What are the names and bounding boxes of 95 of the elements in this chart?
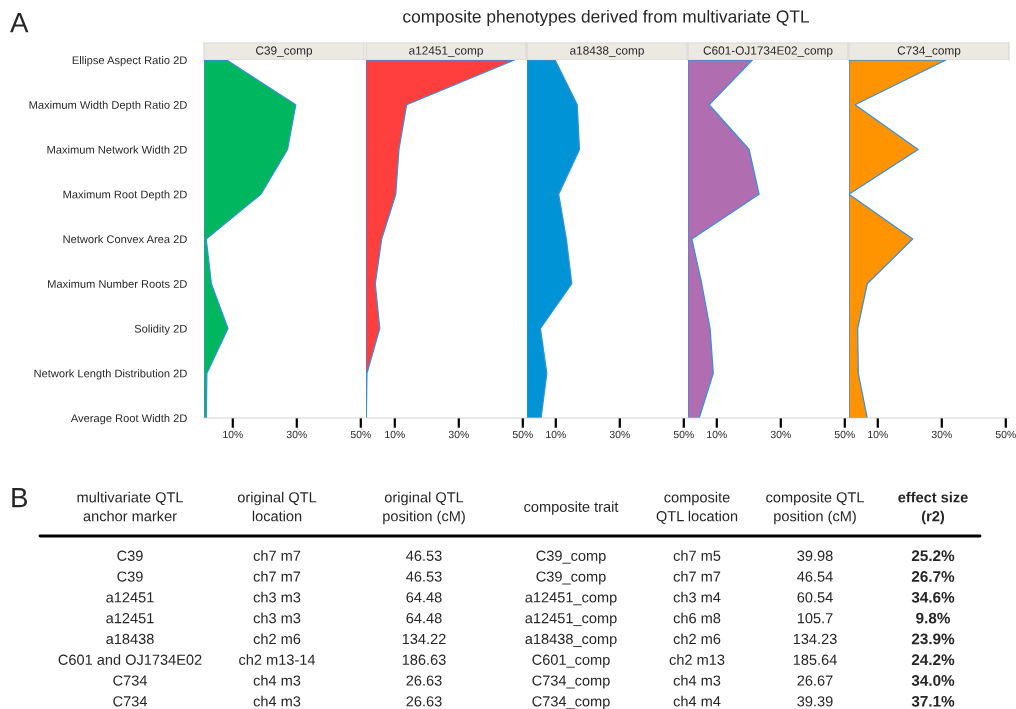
text: ch7 m7	[253, 571, 301, 582]
text: C734_comp	[532, 696, 610, 709]
y-tick-label: Maximum Number Roots 2D	[48, 279, 187, 288]
chart-title: C601-OJ1734E02_comp	[703, 46, 833, 57]
text: C734	[113, 675, 148, 686]
text: C601 and OJ1734E02	[58, 654, 202, 665]
x-tick-label: 10%	[223, 430, 243, 439]
text: 134.23	[793, 633, 837, 645]
text: 105.7	[797, 612, 833, 624]
text: 134.22	[402, 633, 446, 645]
text: ch7 m7	[673, 571, 721, 582]
x-tick-label: 30%	[609, 430, 630, 439]
text: B	[12, 488, 28, 508]
text: ch4 m3	[253, 675, 301, 686]
text: a12451_comp	[525, 612, 617, 627]
text: 185.64	[793, 654, 837, 665]
x-tick-label: 10%	[385, 430, 405, 439]
text: ch4 m3	[673, 675, 721, 686]
text: ch4 m3	[253, 695, 301, 707]
x-tick-label: 10%	[868, 430, 888, 439]
y-tick-label: Maximum Root Depth 2D	[63, 190, 187, 201]
chart-title: C734_comp	[897, 46, 961, 57]
x-tick-label: 30%	[931, 430, 952, 439]
text: 9.8%	[916, 612, 951, 624]
text: 25.2%	[911, 550, 955, 562]
text: 39.39	[797, 696, 833, 707]
y-tick-label: Maximum Network Width 2D	[47, 145, 187, 154]
category-label: composite trait	[524, 501, 619, 515]
chart-title: a18438_comp	[570, 46, 644, 57]
x-tick-label: 50%	[834, 430, 855, 439]
text: C734	[113, 696, 148, 707]
text: a12451	[106, 592, 154, 603]
x-tick-label: 30%	[770, 430, 791, 439]
text: 34.6%	[911, 591, 955, 603]
text: a12451_comp	[525, 592, 617, 606]
text: C601_comp	[532, 654, 610, 668]
text: ch3 m3	[253, 612, 301, 624]
category-label: original QTL location	[237, 491, 317, 522]
text: a12451	[106, 612, 154, 624]
text: 186.63	[402, 654, 446, 665]
text: ch6 m8	[673, 612, 721, 624]
category-label: composite QTL position (cM)	[766, 491, 864, 525]
text: a18438_comp	[525, 633, 617, 647]
category-label: composite QTL location	[656, 491, 738, 524]
text: C39_comp	[536, 571, 606, 585]
chart-title: C39_comp	[256, 46, 313, 57]
text: C734_comp	[532, 675, 610, 689]
category-label: multivariate QTL anchor marker	[77, 491, 184, 522]
x-tick-label: 50%	[350, 430, 371, 439]
x-tick-label: 50%	[512, 430, 533, 439]
text: a18438	[106, 633, 154, 645]
text: 64.48	[406, 612, 442, 624]
text: 26.63	[406, 675, 442, 686]
text: 64.48	[406, 592, 442, 603]
text: 37.1%	[911, 695, 955, 707]
text: ch2 m13	[669, 654, 725, 665]
text: ch2 m6	[253, 633, 301, 645]
text: ch3 m4	[673, 591, 721, 603]
text: ch2 m6	[673, 633, 721, 645]
text: C39	[117, 550, 143, 561]
x-tick-label: 50%	[995, 430, 1016, 439]
x-tick-label: 10%	[707, 430, 727, 439]
text: composite phenotypes derived from multivariate QTL	[403, 9, 810, 27]
text: ch7 m5	[673, 550, 721, 561]
chart-title: a12451_comp	[409, 46, 483, 57]
text: A	[10, 13, 29, 33]
text: 46.53	[406, 571, 442, 582]
text: 46.54	[797, 571, 833, 582]
y-tick-label: Ellipse Aspect Ratio 2D	[72, 55, 187, 67]
text: 26.7%	[911, 571, 955, 582]
y-tick-label: Network Length Distribution 2D	[34, 369, 187, 380]
text: 60.54	[797, 592, 833, 603]
text: 46.53	[406, 550, 442, 561]
x-tick-label: 30%	[286, 430, 307, 439]
text: C39_comp	[536, 550, 606, 564]
text: 24.2%	[911, 654, 955, 666]
x-tick-label: 50%	[673, 430, 694, 439]
text: ch7 m7	[253, 550, 301, 561]
text: 34.0%	[911, 675, 955, 686]
y-tick-label: Solidity 2D	[134, 324, 187, 335]
text: 23.9%	[911, 633, 955, 645]
y-tick-label: Average Root Width 2D	[70, 413, 187, 425]
text: 26.63	[406, 696, 442, 707]
category-label: original QTL position (cM)	[383, 491, 465, 525]
text: ch2 m13-14	[239, 654, 316, 665]
text: ch4 m4	[673, 695, 721, 707]
text: 39.98	[797, 550, 833, 561]
category-label: effect size (r2)	[898, 491, 968, 525]
text: ch3 m3	[253, 591, 301, 603]
x-tick-label: 10%	[546, 430, 566, 439]
x-tick-label: 30%	[448, 430, 469, 439]
y-tick-label: Network Convex Area 2D	[63, 234, 187, 244]
y-tick-label: Maximum Width Depth Ratio 2D	[29, 100, 187, 112]
text: 26.67	[797, 675, 833, 686]
text: C39	[117, 571, 143, 582]
